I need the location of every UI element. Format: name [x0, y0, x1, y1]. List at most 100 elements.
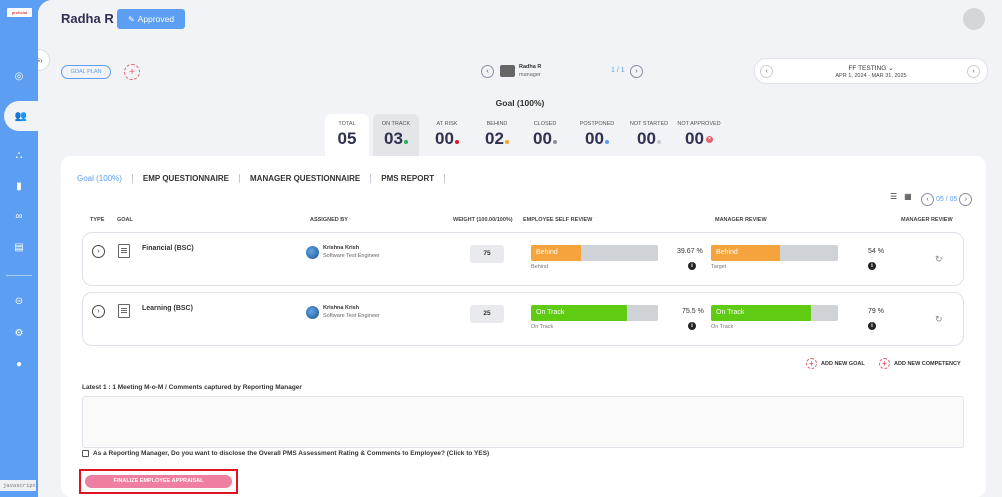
self-percent: 39.67 % — [677, 248, 703, 255]
profile-icon[interactable]: ● — [15, 358, 23, 370]
status-dot — [403, 140, 408, 144]
add-plan-button[interactable]: + — [124, 64, 140, 80]
mom-comments-textarea[interactable] — [82, 396, 964, 448]
add-new-goal-button[interactable]: + ADD NEW GOAL — [806, 358, 865, 369]
info-icon[interactable]: i — [868, 262, 876, 270]
approved-label: Approved — [137, 14, 175, 24]
manager-progress-fill: On Track — [711, 305, 812, 321]
review-refresh-icon[interactable]: ↻ — [935, 254, 943, 264]
expand-row-button[interactable]: › — [92, 305, 105, 318]
stat-value: 00 — [685, 129, 704, 148]
manager-role: manager — [519, 72, 541, 78]
manager-progress-bar: Behind — [711, 245, 838, 261]
goals-card: Goal (100%) EMP QUESTIONNAIRE MANAGER QU… — [61, 156, 986, 497]
stat-total[interactable]: TOTAL 05 — [325, 114, 369, 156]
link-icon[interactable]: ⊝ — [14, 295, 24, 307]
table-row[interactable]: › Learning (BSC) Krishna Krish Software … — [82, 292, 964, 346]
stat-behind[interactable]: BEHIND 02 — [475, 114, 519, 156]
stat-at-risk[interactable]: AT RISK 00 — [425, 114, 469, 156]
goal-name[interactable]: Learning (BSC) — [142, 305, 193, 312]
approved-status-button[interactable]: ✎ Approved — [117, 9, 185, 29]
status-bar-javascript: javascript: — [0, 480, 39, 491]
stat-not-started[interactable]: NOT STARTED 00 — [625, 114, 673, 156]
manager-percent: 54 % — [868, 248, 884, 255]
page-indicator: 05 / 05 — [936, 196, 958, 203]
list-view-icon[interactable]: ☰ — [890, 192, 898, 201]
handshake-icon[interactable]: ∞ — [15, 210, 23, 222]
col-weight: WEIGHT (100.00/100%) — [453, 217, 513, 223]
pencil-icon: ✎ — [127, 14, 135, 24]
tab-goal[interactable]: Goal (100%) — [77, 174, 133, 183]
stat-value: 00 — [585, 129, 604, 148]
app-logo: proficial — [7, 8, 32, 17]
assignee-name: Krishna Krish — [323, 305, 360, 311]
cycle-selector[interactable]: ‹ FF TESTING ⌄ APR 1, 2024 - MAR 31, 202… — [754, 58, 988, 84]
disclose-checkbox[interactable] — [82, 450, 89, 457]
plus-icon: + — [879, 358, 890, 369]
finalize-appraisal-button[interactable]: FINALIZE EMPLOYEE APPRAISAL — [85, 475, 232, 488]
org-icon[interactable]: ⛬ — [15, 149, 23, 161]
col-manager-review-action: MANAGER REVIEW — [901, 217, 953, 223]
book-icon[interactable]: ▮ — [16, 180, 22, 192]
collapse-sidebar-button[interactable]: ≡› — [38, 49, 50, 71]
prev-cycle-button[interactable]: ‹ — [760, 65, 773, 78]
sidebar: proficial ◎ 👥 ⛬ ▮ ∞ ▤ ⊝ ⚙ ● javascript: — [0, 0, 39, 497]
chevron-left-icon: ‹ — [486, 68, 489, 75]
stat-label: BEHIND — [486, 121, 508, 127]
cycle-name: FF TESTING ⌄ — [755, 64, 987, 72]
disclose-rating-option[interactable]: As a Reporting Manager, Do you want to d… — [82, 450, 489, 457]
status-dot — [454, 140, 459, 144]
stat-value: 00 — [435, 129, 454, 148]
tab-pms-report[interactable]: PMS REPORT — [371, 174, 446, 183]
settings-icon[interactable]: ⚙ — [14, 327, 24, 339]
prev-manager-button[interactable]: ‹ — [481, 65, 494, 78]
info-icon[interactable]: i — [688, 262, 696, 270]
stat-value: 02 — [485, 129, 504, 148]
stat-postponed[interactable]: POSTPONED 00 — [571, 114, 623, 156]
chevron-right-icon: › — [97, 308, 100, 315]
tab-manager-questionnaire[interactable]: MANAGER QUESTIONNAIRE — [240, 174, 372, 183]
stat-not-approved[interactable]: NOT APPROVED 00 × — [674, 114, 724, 156]
add-new-competency-button[interactable]: + ADD NEW COMPETENCY — [879, 358, 961, 369]
self-progress-fill: On Track — [531, 305, 627, 321]
col-self-review: EMPLOYEE SELF REVIEW — [523, 217, 593, 223]
report-icon[interactable]: ▤ — [14, 241, 24, 253]
next-page-button[interactable]: › — [959, 193, 973, 206]
team-icon[interactable]: 👥 — [4, 101, 38, 131]
info-icon[interactable]: i — [688, 322, 696, 330]
user-avatar[interactable] — [963, 8, 985, 30]
col-goal: GOAL — [117, 217, 133, 223]
self-progress-bar: Behind — [531, 245, 658, 261]
plus-icon: + — [806, 358, 817, 369]
goal-name[interactable]: Financial (BSC) — [142, 245, 194, 252]
chevron-down-icon: ⌄ — [888, 65, 894, 72]
tab-emp-questionnaire[interactable]: EMP QUESTIONNAIRE — [133, 174, 241, 183]
info-icon[interactable]: i — [868, 322, 876, 330]
stat-label: AT RISK — [436, 121, 458, 127]
tab-bar: Goal (100%) EMP QUESTIONNAIRE MANAGER QU… — [77, 174, 446, 183]
prev-page-button[interactable]: ‹ — [921, 193, 934, 206]
add-new-goal-label: ADD NEW GOAL — [821, 360, 865, 367]
stat-closed[interactable]: CLOSED 00 — [523, 114, 567, 156]
chevron-right-icon: › — [635, 68, 638, 75]
review-refresh-icon[interactable]: ↻ — [935, 314, 943, 324]
manager-status-sub: On Track — [711, 324, 734, 330]
stat-on-track[interactable]: ON TRACK 03 — [373, 114, 419, 156]
status-dot — [604, 140, 609, 144]
expand-row-button[interactable]: › — [92, 245, 105, 258]
grid-view-icon[interactable]: ▦ — [904, 192, 912, 201]
next-manager-button[interactable]: › — [630, 65, 643, 78]
stat-label: POSTPONED — [579, 121, 615, 127]
next-cycle-button[interactable]: › — [967, 65, 980, 78]
plus-icon: + — [129, 66, 135, 78]
manager-avatar — [500, 65, 515, 77]
dashboard-icon[interactable]: ◎ — [14, 70, 24, 82]
self-progress-fill: Behind — [531, 245, 581, 261]
stat-label: TOTAL — [338, 121, 356, 127]
table-row[interactable]: › Financial (BSC) Krishna Krish Software… — [82, 232, 964, 286]
manager-progress-bar: On Track — [711, 305, 838, 321]
col-assigned-by: ASSIGNED BY — [310, 217, 348, 223]
chevron-right-icon: › — [972, 68, 975, 75]
status-dot — [656, 140, 661, 144]
goal-plan-button[interactable]: GOAL PLAN — [61, 65, 111, 79]
